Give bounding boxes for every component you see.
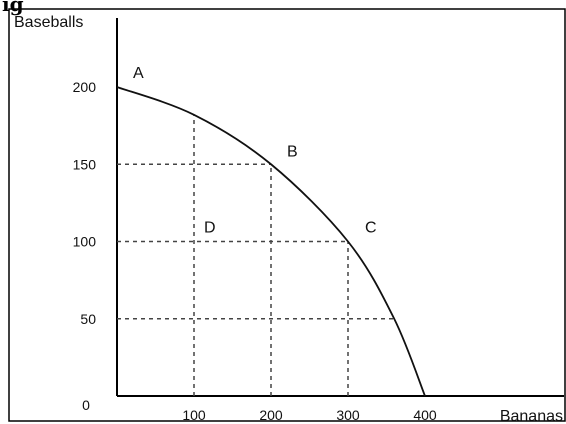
y-tick-label-200: 200 [73,79,97,95]
point-label-d: D [204,220,216,237]
y-tick-label-150: 150 [73,156,97,172]
x-tick-label-300: 300 [336,407,360,423]
x-tick-label-200: 200 [259,407,283,423]
cropped-heading: ig [2,0,24,16]
chart-frame [8,8,566,422]
y-tick-label-100: 100 [73,234,97,250]
y-axis-label: Baseballs [14,14,83,31]
point-label-a: A [133,65,144,82]
x-tick-label-100: 100 [182,407,206,423]
point-label-c: C [365,220,377,237]
production-possibilities-curve [116,86,426,397]
point-label-b: B [287,143,298,160]
x-axis-label: Bananas [500,408,563,424]
x-tick-label-400: 400 [413,407,437,423]
dashed-guides [117,114,395,396]
origin-label: 0 [82,397,90,413]
y-tick-label-50: 50 [80,311,96,327]
point-labels: A B C D [133,65,377,237]
ppf-curve-group [116,86,426,397]
tick-labels: 100 200 300 400 50 100 150 200 [73,79,437,423]
